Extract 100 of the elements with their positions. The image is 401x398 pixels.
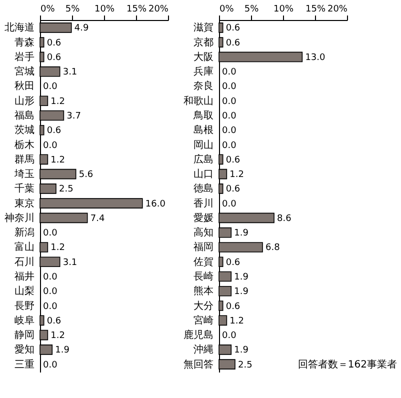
y-tick-label: 山梨 — [14, 285, 34, 298]
data-label: 0.0 — [43, 272, 58, 282]
data-label: 0.6 — [46, 126, 62, 136]
data-label: 1.2 — [230, 170, 244, 180]
data-label: 16.0 — [145, 199, 166, 210]
data-label: 3.1 — [62, 258, 78, 268]
y-tick-label: 広島 — [194, 153, 214, 166]
data-label: 6.8 — [266, 243, 280, 254]
data-label: 1.9 — [234, 228, 249, 239]
y-tick-label: 熊本 — [194, 285, 214, 298]
data-label: 13.0 — [305, 52, 326, 63]
y-tick-label: 無回答 — [184, 358, 214, 370]
data-label: 0.6 — [46, 316, 62, 326]
data-label: 5.6 — [78, 170, 94, 180]
y-tick-label: 栃木 — [14, 138, 34, 151]
data-label: 0.6 — [46, 38, 62, 48]
y-tick-label: 香川 — [194, 197, 214, 210]
x-tick-label: 10% — [273, 4, 294, 14]
y-tick-label: 福井 — [14, 270, 34, 282]
data-label: 4.9 — [74, 24, 89, 34]
y-tick-label: 鳥取 — [192, 110, 214, 122]
y-tick-label: 愛媛 — [194, 212, 214, 224]
data-label: 0.6 — [226, 155, 240, 166]
x-tick-label: 20% — [327, 4, 348, 14]
data-label: 1.2 — [50, 243, 66, 254]
data-label: 2.5 — [238, 360, 252, 370]
data-label: 1.9 — [55, 346, 70, 356]
y-tick-label: 東京 — [14, 197, 34, 210]
data-label: 2.5 — [59, 184, 74, 195]
y-tick-label: 島根 — [194, 124, 214, 136]
data-label: 7.4 — [90, 214, 105, 224]
y-tick-label: 長野 — [14, 300, 34, 312]
y-tick-label: 北海道 — [4, 22, 34, 34]
data-label: 3.7 — [66, 112, 82, 122]
x-tick-label: 15% — [126, 4, 147, 14]
y-tick-label: 岐阜 — [14, 314, 34, 326]
y-tick-label: 大阪 — [194, 50, 214, 63]
x-tick-label: 0% — [40, 4, 56, 14]
y-tick-label: 埼玉 — [14, 168, 34, 180]
data-label: 1.2 — [50, 331, 66, 342]
data-label: 0.0 — [222, 112, 237, 122]
y-tick-label: 石川 — [14, 256, 34, 268]
y-tick-label: 佐賀 — [194, 256, 214, 268]
y-tick-label: 愛知 — [14, 344, 34, 356]
x-tick-label: 20% — [148, 4, 169, 14]
y-tick-label: 高知 — [194, 226, 214, 239]
y-tick-label: 秋田 — [14, 80, 34, 92]
y-tick-label: 岩手 — [14, 50, 34, 63]
y-tick-label: 茨城 — [14, 124, 34, 136]
y-tick-label: 京都 — [194, 36, 214, 48]
x-tick-label: 5% — [65, 4, 80, 14]
y-tick-label: 三重 — [14, 358, 34, 370]
data-label: 1.2 — [50, 96, 66, 107]
y-tick-label: 新潟 — [14, 226, 34, 239]
y-tick-label: 富山 — [14, 241, 34, 254]
y-tick-label: 福岡 — [194, 241, 214, 254]
y-tick-label: 宮城 — [14, 66, 34, 78]
data-label: 0.0 — [43, 287, 58, 298]
annotation: 回答者数＝162事業者 — [298, 358, 397, 370]
y-tick-label: 千葉 — [14, 182, 34, 195]
data-label: 0.0 — [43, 228, 58, 239]
y-tick-label: 山口 — [194, 168, 214, 180]
data-label: 3.1 — [62, 68, 78, 78]
data-label: 0.0 — [222, 199, 237, 210]
data-label: 0.6 — [226, 184, 240, 195]
y-tick-label: 岡山 — [194, 138, 214, 151]
data-label: 8.6 — [277, 214, 292, 224]
y-tick-label: 宮崎 — [194, 314, 214, 326]
y-tick-label: 群馬 — [14, 153, 34, 166]
data-label: 0.6 — [46, 52, 62, 63]
data-label: 0.0 — [222, 140, 237, 151]
data-label: 1.9 — [234, 287, 249, 298]
y-tick-label: 静岡 — [14, 329, 34, 342]
data-label: 0.0 — [43, 302, 58, 312]
x-tick-label: 5% — [244, 4, 260, 14]
data-label: 1.2 — [50, 155, 66, 166]
data-label: 0.0 — [222, 126, 237, 136]
data-label: 0.6 — [226, 24, 240, 34]
y-tick-label: 青森 — [14, 36, 34, 48]
data-label: 0.0 — [222, 331, 237, 342]
data-label: 0.0 — [222, 96, 237, 107]
data-label: 0.6 — [226, 302, 240, 312]
data-label: 1.2 — [230, 316, 244, 326]
data-label: 0.0 — [222, 68, 237, 78]
x-tick-label: 15% — [305, 4, 326, 14]
data-label: 0.0 — [43, 82, 58, 92]
y-tick-label: 奈良 — [194, 80, 214, 92]
y-tick-label: 鹿児島 — [184, 329, 214, 342]
y-tick-label: 福島 — [14, 110, 34, 122]
x-tick-label: 10% — [94, 4, 115, 14]
y-tick-label: 山形 — [14, 94, 34, 107]
y-tick-label: 沖縄 — [194, 344, 214, 356]
y-tick-label: 滋賀 — [194, 22, 214, 34]
data-label: 0.0 — [43, 360, 58, 370]
y-tick-label: 大分 — [194, 300, 214, 312]
y-tick-label: 長崎 — [194, 270, 214, 282]
data-label: 0.0 — [43, 140, 58, 151]
x-tick-label: 0% — [220, 4, 234, 14]
y-tick-label: 兵庫 — [194, 66, 214, 78]
data-label: 0.6 — [226, 258, 240, 268]
